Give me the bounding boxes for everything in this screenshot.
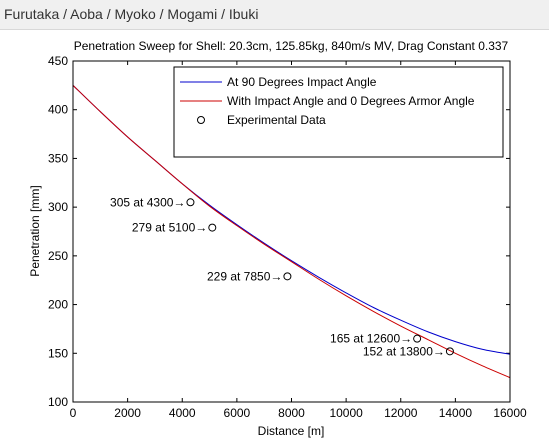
data-point <box>186 198 195 207</box>
y-tick-label: 100 <box>48 395 68 409</box>
x-tick-label: 6000 <box>224 406 251 420</box>
series-group <box>72 84 511 379</box>
x-tick-label: 16000 <box>493 406 527 420</box>
legend-label: Experimental Data <box>227 113 326 127</box>
y-tick-label: 300 <box>48 200 68 214</box>
y-tick-label: 150 <box>48 346 68 360</box>
x-tick-label: 12000 <box>384 406 418 420</box>
legend-label: At 90 Degrees Impact Angle <box>227 75 377 89</box>
x-tick-label: 2000 <box>114 406 141 420</box>
data-point <box>445 347 454 356</box>
header-title: Furutaka / Aoba / Myoko / Mogami / Ibuki <box>4 6 259 22</box>
y-axis-label: Penetration [mm] <box>28 185 42 276</box>
y-tick-label: 400 <box>48 103 68 117</box>
annotations: 305 at 4300→ 279 at 5100→ 229 at 7850→ 165 … <box>110 195 445 358</box>
y-tick-label: 200 <box>48 298 68 312</box>
legend: At 90 Degrees Impact Angle With Impact An… <box>173 66 504 158</box>
data-point <box>413 334 422 343</box>
legend-label: With Impact Angle and 0 Degrees Armor An… <box>227 94 475 108</box>
y-axis-ticks: 100 150 200 250 300 350 400 450 <box>48 54 510 409</box>
chart-svg: Penetration Sweep for Shell: 20.3cm, 125… <box>28 39 527 438</box>
annotation-label: 279 at 5100→ <box>132 221 207 235</box>
x-tick-label: 8000 <box>278 406 305 420</box>
legend-box <box>173 66 504 158</box>
chart-title: Penetration Sweep for Shell: 20.3cm, 125… <box>74 39 509 53</box>
data-point <box>283 272 292 281</box>
x-tick-label: 4000 <box>169 406 196 420</box>
series-line-1 <box>72 84 511 379</box>
annotation-label: 152 at 13800→ <box>363 344 445 358</box>
legend-swatch-marker <box>197 116 205 124</box>
header-bar: Furutaka / Aoba / Myoko / Mogami / Ibuki <box>0 0 549 30</box>
plot-frame <box>72 60 511 403</box>
experimental-points <box>186 198 454 356</box>
chart-figure: Penetration Sweep for Shell: 20.3cm, 125… <box>0 30 549 442</box>
annotation-label: 165 at 12600→ <box>330 332 412 346</box>
x-tick-label: 14000 <box>439 406 473 420</box>
y-tick-label: 250 <box>48 249 68 263</box>
x-tick-label: 10000 <box>329 406 363 420</box>
x-axis-ticks: 0 2000 4000 6000 8000 10000 12000 14000 16000 <box>70 61 527 420</box>
y-tick-label: 350 <box>48 151 68 165</box>
y-tick-label: 450 <box>48 54 68 68</box>
annotation-label: 229 at 7850→ <box>207 269 282 283</box>
annotation-label: 305 at 4300→ <box>110 195 185 209</box>
x-axis-label: Distance [m] <box>258 424 325 438</box>
x-tick-label: 0 <box>70 406 77 420</box>
data-point <box>208 223 217 232</box>
